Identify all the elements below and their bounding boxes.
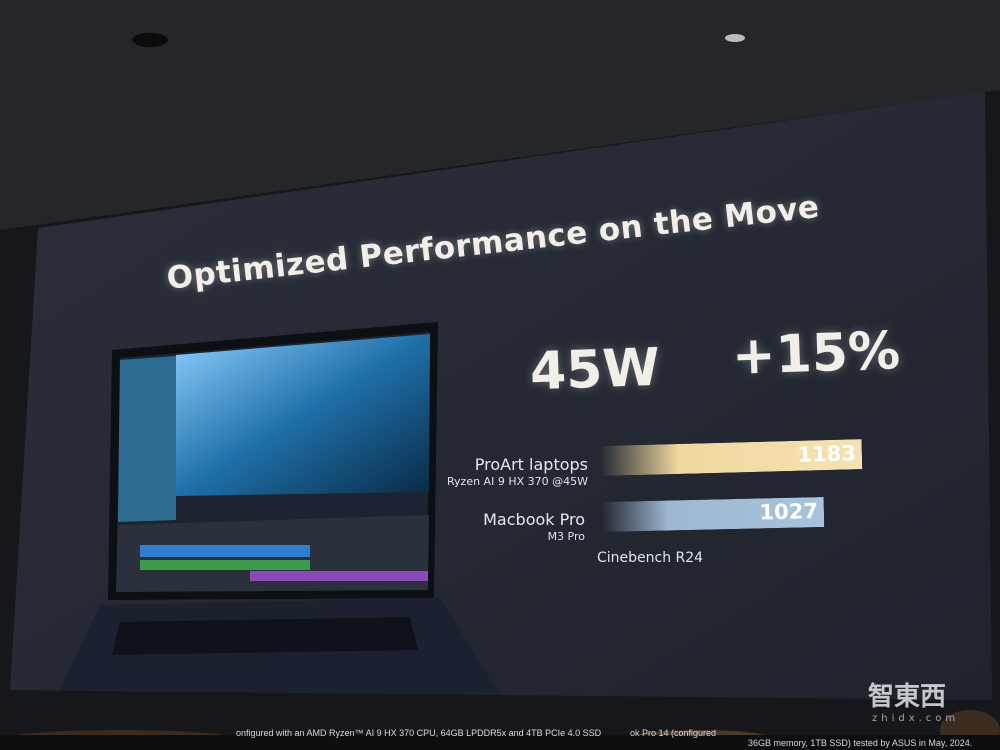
footnote-mid: ok Pro 14 (configured <box>630 728 717 738</box>
chart-axis-label: Cinebench R24 <box>597 550 704 566</box>
bar-sublabel-macbook: M3 Pro <box>547 530 585 543</box>
laptop-screen-video <box>176 334 430 496</box>
bar-value-macbook: 1027 <box>759 499 819 525</box>
bar-label-proart: ProArt laptops <box>474 455 588 474</box>
ceiling <box>0 0 1000 230</box>
footnote-left: onfigured with an AMD Ryzen™ AI 9 HX 370… <box>236 728 602 738</box>
bar-sublabel-proart: Ryzen AI 9 HX 370 @45W <box>447 475 588 488</box>
watermark-url: zhidx.com <box>872 713 960 724</box>
bar-label-macbook: Macbook Pro <box>483 510 585 529</box>
power-stat: 45W <box>528 337 661 403</box>
bar-value-proart: 1183 <box>797 441 857 467</box>
bar-proart: 1183 <box>599 439 863 476</box>
bar-macbook: 1027 <box>601 496 825 532</box>
watermark-logo: 智東西 <box>868 682 947 712</box>
footnote-right: 36GB memory, 1TB SSD) tested by ASUS in … <box>748 738 973 748</box>
performance-gain-stat: +15% <box>731 321 902 387</box>
